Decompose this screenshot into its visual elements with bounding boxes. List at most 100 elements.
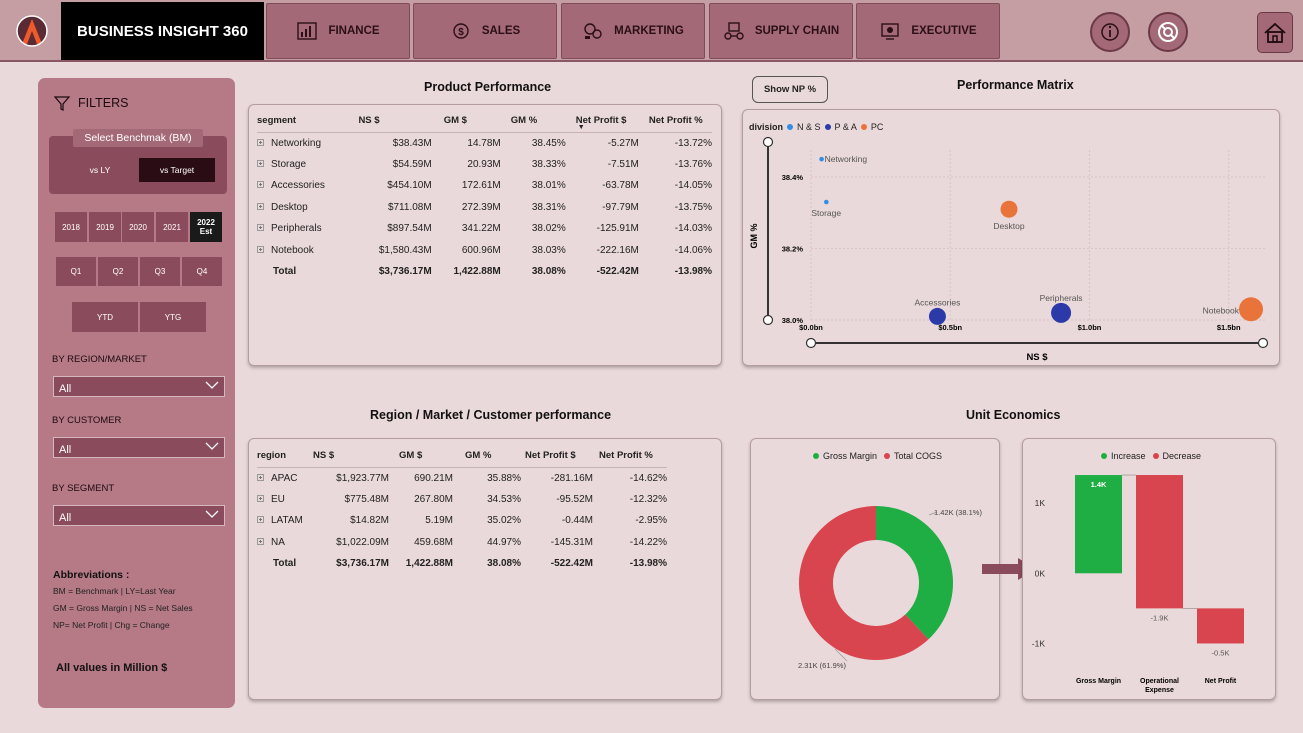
quarter-q4[interactable]: Q4	[182, 257, 222, 286]
units-note: All values in Million $	[56, 662, 168, 674]
y-range-slider-handle[interactable]	[762, 314, 774, 326]
year-2021[interactable]: 2021	[156, 212, 188, 242]
quarter-q2[interactable]: Q2	[98, 257, 138, 286]
table-row[interactable]: Desktop $711.08M 272.39M 38.31% -97.79M -13.7…	[257, 197, 712, 219]
scatter-point[interactable]	[819, 156, 824, 162]
table-row[interactable]: Storage $54.59M 20.93M 38.33% -7.51M -13.76%	[257, 154, 712, 176]
column-header[interactable]: NS $	[358, 115, 380, 127]
expand-icon[interactable]	[257, 494, 264, 502]
year-2022-est[interactable]: 2022 Est	[190, 212, 222, 242]
expand-icon[interactable]	[257, 138, 264, 146]
support-button[interactable]	[1148, 12, 1188, 52]
legend-item[interactable]: PC	[870, 122, 884, 132]
table-cell: $14.82M	[350, 515, 389, 527]
info-button[interactable]	[1090, 12, 1130, 52]
nav-executive-button[interactable]: EXECUTIVE	[856, 3, 1000, 59]
x-range-slider-handle[interactable]	[805, 337, 817, 349]
table-row[interactable]: Networking $38.43M 14.78M 38.45% -5.27M -13.7…	[257, 132, 712, 154]
year-2018[interactable]: 2018	[55, 212, 87, 242]
scatter-point[interactable]	[928, 307, 946, 325]
donut-slice[interactable]	[799, 506, 929, 660]
column-header[interactable]: GM $	[443, 115, 467, 127]
table-row[interactable]: Peripherals $897.54M 341.22M 38.02% -125.91M…	[257, 218, 712, 240]
year-2020[interactable]: 2020	[122, 212, 154, 242]
nav-supply-chain-button[interactable]: SUPPLY CHAIN	[709, 3, 853, 59]
table-cell: $897.54M	[387, 223, 432, 235]
nav-marketing-button[interactable]: MARKETING	[561, 3, 705, 59]
column-header[interactable]: Net Profit $ ▼	[566, 110, 639, 132]
customer-dropdown[interactable]: All	[53, 437, 225, 458]
row-label: APAC	[257, 467, 307, 489]
total-cell: $3,736.17M	[378, 266, 432, 278]
quarter-q1[interactable]: Q1	[56, 257, 96, 286]
x-range-slider-handle[interactable]	[1257, 337, 1269, 349]
waterfall-bar[interactable]	[1075, 475, 1122, 574]
nav-sales-button[interactable]: $ SALES	[413, 3, 557, 59]
table-row[interactable]: LATAM $14.82M 5.19M 35.02% -0.44M -2.95%	[257, 510, 667, 532]
table-row[interactable]: EU $775.48M 267.80M 34.53% -95.52M -12.32%	[257, 489, 667, 511]
scatter-point[interactable]	[1051, 302, 1072, 323]
expand-icon[interactable]	[257, 224, 264, 232]
segment-dropdown[interactable]: All	[53, 505, 225, 526]
donut-slice[interactable]	[876, 506, 953, 640]
ytg-button[interactable]: YTG	[140, 302, 206, 332]
legend-item[interactable]: P & A	[834, 122, 857, 132]
table-row[interactable]: NA $1,022.09M 459.68M 44.97% -145.31M -14.22%	[257, 532, 667, 554]
scatter-point[interactable]	[1000, 200, 1018, 218]
donut-legend: Gross Margin Total COGS	[813, 451, 942, 461]
app-title: BUSINESS INSIGHT 360	[61, 2, 264, 60]
column-header[interactable]: segment	[257, 115, 297, 127]
y-tick-label: 38.4%	[782, 173, 804, 182]
table-row[interactable]: APAC $1,923.77M 690.21M 35.88% -281.16M -14.6…	[257, 467, 667, 489]
filters-title: FILTERS	[78, 96, 129, 110]
table-cell: 267.80M	[414, 493, 453, 505]
y-range-slider-handle[interactable]	[762, 136, 774, 148]
scatter-point[interactable]	[1239, 297, 1263, 322]
expand-icon[interactable]	[257, 516, 264, 524]
year-2019[interactable]: 2019	[89, 212, 121, 242]
column-header[interactable]: Net Profit %	[648, 115, 703, 127]
expand-icon[interactable]	[257, 159, 264, 167]
column-header[interactable]: Net Profit $	[525, 450, 576, 462]
benchmark-vs-ly[interactable]: vs LY	[89, 165, 111, 175]
column-header[interactable]: GM $	[399, 450, 423, 462]
legend-item[interactable]: N & S	[797, 122, 821, 132]
waterfall-bar[interactable]	[1136, 475, 1183, 609]
column-header[interactable]: NS $	[313, 450, 335, 462]
table-cell: 341.22M	[461, 223, 501, 235]
year-sub-label: Est	[199, 227, 213, 236]
legend-item[interactable]: Gross Margin	[823, 451, 878, 461]
segment-filter-label: BY SEGMENT	[52, 483, 115, 494]
column-header[interactable]: GM %	[465, 450, 492, 462]
expand-icon[interactable]	[257, 181, 264, 189]
show-np-button[interactable]: Show NP %	[752, 76, 828, 103]
region-dropdown[interactable]: All	[53, 376, 225, 397]
column-header[interactable]: GM %	[510, 115, 538, 127]
expand-icon[interactable]	[257, 202, 264, 210]
legend-item[interactable]: Decrease	[1162, 451, 1202, 461]
expand-icon[interactable]	[257, 245, 264, 253]
home-button[interactable]	[1257, 12, 1293, 53]
quarter-q3[interactable]: Q3	[140, 257, 180, 286]
column-header[interactable]: Net Profit %	[599, 450, 653, 462]
table-row[interactable]: Accessories $454.10M 172.61M 38.01% -63.78M -…	[257, 175, 712, 197]
table-cell: -14.06%	[674, 244, 712, 256]
expand-icon[interactable]	[257, 473, 264, 481]
expand-icon[interactable]	[257, 537, 264, 545]
table-cell: $1,022.09M	[336, 536, 389, 548]
column-header[interactable]: region	[257, 450, 287, 462]
table-cell: 38.02%	[531, 223, 566, 235]
nav-finance-button[interactable]: FINANCE	[266, 3, 410, 59]
table-row[interactable]: Notebook $1,580.43M 600.96M 38.03% -222.16M -…	[257, 240, 712, 262]
total-cell: -13.98%	[674, 266, 712, 278]
ytd-button[interactable]: YTD	[72, 302, 138, 332]
y-axis-title: GM %	[749, 223, 759, 248]
scatter-point[interactable]	[824, 199, 829, 205]
product-performance-card: segment NS $ GM $ GM % Net Profit $ ▼ Net…	[248, 104, 722, 366]
waterfall-bar[interactable]	[1197, 608, 1244, 644]
benchmark-label: Select Benchmak (BM)	[73, 129, 203, 147]
legend-item[interactable]: Increase	[1111, 451, 1146, 461]
benchmark-vs-target[interactable]: vs Target	[139, 158, 215, 182]
table-cell: 272.39M	[461, 201, 501, 213]
legend-item[interactable]: Total COGS	[894, 451, 943, 461]
